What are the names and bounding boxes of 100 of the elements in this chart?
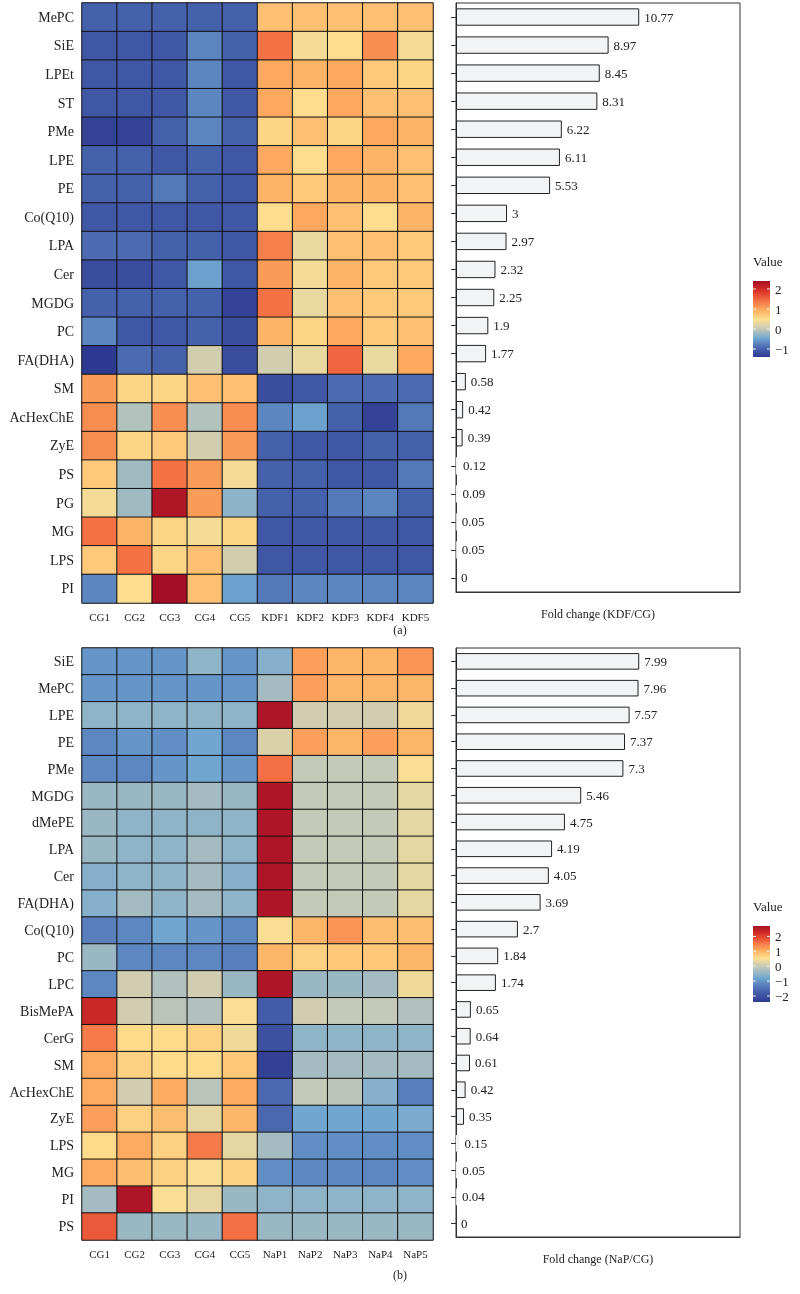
data-label: 0.09 bbox=[462, 486, 486, 502]
x-tick-label: NaP3 bbox=[333, 1247, 358, 1260]
y-tick-label: ZyE bbox=[49, 438, 74, 454]
data-label: 0.61 bbox=[474, 1055, 498, 1071]
data-label: 0.42 bbox=[470, 1082, 494, 1098]
data-label: 0.64 bbox=[475, 1028, 499, 1044]
y-tick-label: BisMePA bbox=[20, 1003, 75, 1019]
x-tick-label: NaP5 bbox=[403, 1247, 429, 1260]
y-tick-label: LPE bbox=[49, 707, 74, 723]
data-label: 0 bbox=[461, 1216, 468, 1232]
y-tick-label: PI bbox=[61, 1192, 75, 1208]
color-bar-label: −2 bbox=[775, 988, 789, 1004]
y-tick-label: SiE bbox=[53, 653, 74, 669]
data-label: 0.05 bbox=[461, 542, 485, 558]
y-tick-label: MePC bbox=[38, 680, 74, 696]
y-tick-label: PE bbox=[57, 734, 74, 750]
data-label: 4.75 bbox=[569, 814, 593, 830]
y-tick-label: PG bbox=[56, 495, 74, 511]
data-label: 5.53 bbox=[555, 177, 578, 193]
data-label: 7.3 bbox=[628, 760, 645, 776]
data-label: 0.12 bbox=[463, 458, 486, 474]
y-tick-label: PE bbox=[57, 181, 74, 197]
y-tick-label: MePC bbox=[38, 9, 74, 25]
data-label: 0.35 bbox=[469, 1109, 492, 1125]
y-tick-label: PMe bbox=[47, 761, 74, 777]
data-label: 0.05 bbox=[462, 1162, 485, 1178]
data-label: 7.99 bbox=[644, 653, 667, 669]
data-label: 0.15 bbox=[464, 1135, 488, 1151]
data-label: 4.19 bbox=[557, 841, 580, 857]
y-tick-label: AcHexChE bbox=[9, 1084, 74, 1100]
data-label: 7.96 bbox=[643, 680, 667, 696]
y-tick-label: PC bbox=[56, 324, 74, 340]
x-tick-label: KDF2 bbox=[296, 610, 324, 623]
color-bar-label: 0 bbox=[775, 958, 782, 974]
y-tick-label: LPS bbox=[49, 1138, 74, 1154]
data-label: 0.65 bbox=[475, 1001, 499, 1017]
data-label: 6.11 bbox=[564, 149, 588, 165]
y-tick-label: SiE bbox=[53, 38, 74, 54]
color-bar-label: 1 bbox=[775, 301, 782, 317]
data-label: 8.45 bbox=[604, 65, 628, 81]
y-tick-label: PS bbox=[58, 1219, 74, 1235]
data-label: 3 bbox=[512, 205, 519, 221]
data-label: 8.97 bbox=[613, 37, 637, 53]
data-label: 2.7 bbox=[522, 921, 540, 937]
data-label: 7.37 bbox=[630, 734, 654, 750]
y-tick-label: CerG bbox=[43, 1030, 74, 1046]
color-bar-label: −1 bbox=[775, 973, 789, 989]
text: (b) bbox=[392, 1268, 408, 1283]
y-tick-label: MGDG bbox=[31, 295, 74, 311]
x-tick-label: CG1 bbox=[89, 610, 110, 623]
data-label: 0.05 bbox=[461, 514, 485, 530]
x-tick-label: KDF5 bbox=[401, 610, 430, 623]
data-label: 2.97 bbox=[511, 233, 535, 249]
x-axis-title: Fold change (NaP/CG) bbox=[542, 1252, 654, 1266]
color-bar-label: 2 bbox=[775, 281, 782, 297]
color-bar-title: Value bbox=[753, 899, 783, 914]
y-tick-label: AcHexChE bbox=[9, 409, 74, 425]
y-tick-label: Co(Q10) bbox=[24, 923, 75, 940]
data-label: 1.84 bbox=[503, 948, 527, 964]
x-tick-label: CG3 bbox=[159, 610, 181, 623]
x-tick-label: NaP2 bbox=[297, 1247, 323, 1260]
data-label: 10.77 bbox=[644, 9, 674, 25]
data-label: 8.31 bbox=[602, 93, 626, 109]
color-bar-label: 2 bbox=[775, 928, 782, 944]
color-bar-label: 1 bbox=[775, 943, 782, 959]
y-tick-label: Cer bbox=[53, 869, 75, 885]
x-tick-label: CG1 bbox=[89, 1247, 110, 1260]
data-label: 0.39 bbox=[467, 430, 491, 446]
x-tick-label: KDF4 bbox=[366, 610, 395, 623]
data-label: 0 bbox=[461, 570, 468, 586]
x-axis-title: Fold change (KDF/CG) bbox=[541, 607, 655, 621]
color-bar-label: −1 bbox=[775, 341, 789, 357]
y-tick-label: FA(DHA) bbox=[17, 352, 75, 369]
data-label: 0.58 bbox=[470, 374, 494, 390]
x-tick-label: CG2 bbox=[124, 610, 146, 623]
data-label: 1.9 bbox=[493, 318, 510, 334]
y-tick-label: LPA bbox=[48, 238, 75, 254]
data-label: 1.74 bbox=[500, 975, 525, 991]
x-tick-label: CG4 bbox=[194, 610, 216, 623]
data-label: 0.04 bbox=[461, 1189, 486, 1205]
y-tick-label: LPEt bbox=[45, 66, 75, 82]
y-tick-label: Co(Q10) bbox=[24, 209, 75, 226]
data-label: 2.32 bbox=[500, 261, 524, 277]
x-tick-label: KDF1 bbox=[261, 610, 289, 623]
color-bar-title: Value bbox=[753, 254, 783, 269]
y-tick-label: LPC bbox=[48, 976, 74, 992]
y-tick-label: LPS bbox=[49, 552, 74, 568]
data-label: 3.69 bbox=[545, 894, 569, 910]
y-tick-label: PMe bbox=[47, 124, 74, 140]
data-label: 2.25 bbox=[499, 290, 523, 305]
y-tick-label: PC bbox=[56, 949, 74, 965]
y-tick-label: SM bbox=[53, 1057, 75, 1073]
y-tick-label: ZyE bbox=[49, 1111, 74, 1127]
x-tick-label: CG4 bbox=[194, 1247, 216, 1260]
color-bar-label: 0 bbox=[775, 321, 782, 337]
x-tick-label: CG5 bbox=[229, 1247, 251, 1260]
data-label: 0.42 bbox=[468, 402, 491, 418]
x-tick-label: KDF3 bbox=[331, 610, 360, 623]
y-tick-label: PI bbox=[61, 581, 75, 597]
data-label: 1.77 bbox=[491, 346, 515, 362]
